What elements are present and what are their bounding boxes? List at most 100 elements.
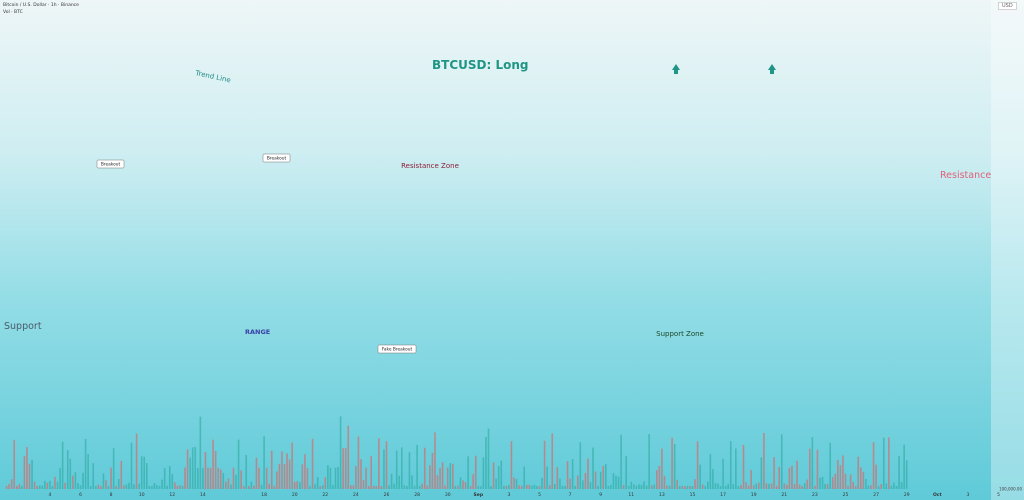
volume-bar [576, 475, 579, 489]
volume-bar [370, 456, 372, 489]
price-axis-bg [991, 0, 1024, 500]
volume-bar [678, 485, 681, 489]
volume-bar [607, 485, 610, 489]
arrow-up-icon [768, 64, 776, 74]
volume-bar [181, 485, 184, 489]
volume-bar [293, 481, 296, 489]
volume-bar [893, 482, 895, 489]
volume-bar [559, 478, 561, 489]
volume-bar [638, 484, 640, 489]
volume-bar [202, 467, 204, 489]
volume-bar [587, 458, 589, 489]
volume-bar [742, 444, 745, 489]
volume-bar [543, 440, 546, 489]
volume-bar [436, 475, 439, 489]
volume-bar [158, 485, 161, 489]
volume-bar [689, 485, 691, 489]
volume-bar [536, 485, 538, 489]
volume-bar [801, 485, 803, 489]
volume-bar [515, 479, 518, 489]
volume-bar [765, 483, 768, 489]
volume-bar [186, 449, 189, 489]
volume-bar [487, 428, 490, 489]
volume-bar [225, 481, 227, 489]
volume-bar [79, 485, 82, 489]
volume-bar [388, 485, 390, 489]
volume-bar [520, 485, 523, 489]
volume-bar [380, 485, 383, 489]
volume-bar [347, 425, 350, 489]
volume-bar [495, 478, 497, 489]
volume-bar [525, 484, 528, 489]
volume-bar [130, 442, 133, 489]
volume-bar [434, 432, 436, 489]
breakout-label-2-box [262, 153, 291, 163]
volume-bar [286, 453, 288, 489]
volume-bar [46, 482, 49, 489]
volume-bar [248, 485, 250, 489]
volume-bar [508, 484, 510, 489]
volume-bar [704, 485, 707, 489]
volume-bar [148, 485, 151, 489]
time-axis: 4 6 8 10 12 14 18 20 22 24 26 28 30 Sep 3 5 7 9 11 13 15 17 19… [48, 492, 1000, 498]
volume-bar [403, 485, 406, 489]
x-tick-label: 14 [200, 492, 206, 498]
volume-bar [905, 460, 908, 489]
volume-bar [237, 439, 240, 489]
volume-bar [816, 449, 819, 489]
volume-bar [235, 474, 237, 489]
volume-bar [362, 480, 365, 489]
volume-bar [329, 467, 332, 489]
volume-bar [844, 473, 847, 489]
volume-bar [842, 455, 844, 489]
volume-bar [176, 485, 179, 489]
volume-bar [747, 485, 750, 489]
volume-bar [788, 467, 791, 489]
volume-bar [732, 484, 735, 489]
x-tick-label: 29 [904, 492, 910, 498]
volume-bar [319, 485, 321, 489]
price-axis: 127,000.00126,000.00125,000.00124,000.00… [991, 0, 1024, 500]
range-label: RANGE [245, 328, 270, 336]
volume-bar [485, 436, 487, 489]
volume-bar [531, 485, 533, 489]
volume-bar [311, 438, 314, 489]
volume-bar [566, 461, 569, 489]
volume-bar [612, 473, 615, 489]
volume-bar [510, 441, 513, 489]
volume-bar [431, 452, 434, 489]
volume-bar [117, 478, 120, 489]
volume-bar [260, 484, 263, 489]
x-tick-label: 10 [139, 492, 145, 498]
x-tick-label: 6 [79, 492, 82, 498]
volume-bar [13, 439, 15, 489]
volume-bar [51, 485, 54, 489]
volume-bar [533, 484, 536, 489]
volume-bar [314, 484, 316, 489]
volume-bar [707, 481, 709, 489]
volume-bar [684, 486, 686, 489]
volume-bar [763, 432, 765, 489]
volume-bar [839, 465, 842, 489]
volume-bar [541, 477, 543, 489]
volume-bar [523, 466, 525, 489]
volume-bar [480, 485, 482, 489]
volume-bar [528, 484, 531, 489]
volume-bar [656, 470, 658, 489]
volume-bar [171, 473, 174, 489]
volume-bar [151, 485, 153, 489]
currency-selector[interactable]: USD [998, 2, 1017, 10]
volume-bar [296, 481, 299, 489]
volume-bar [834, 473, 837, 489]
volume-bar [365, 467, 367, 489]
volume-bar [199, 416, 202, 489]
volume-bar [454, 485, 457, 489]
volume-bar [429, 465, 431, 489]
volume-bar [219, 469, 222, 489]
volume-bar [605, 464, 607, 489]
volume-bar [709, 454, 712, 489]
volume-bar [900, 482, 903, 489]
volume-bar [701, 484, 704, 489]
